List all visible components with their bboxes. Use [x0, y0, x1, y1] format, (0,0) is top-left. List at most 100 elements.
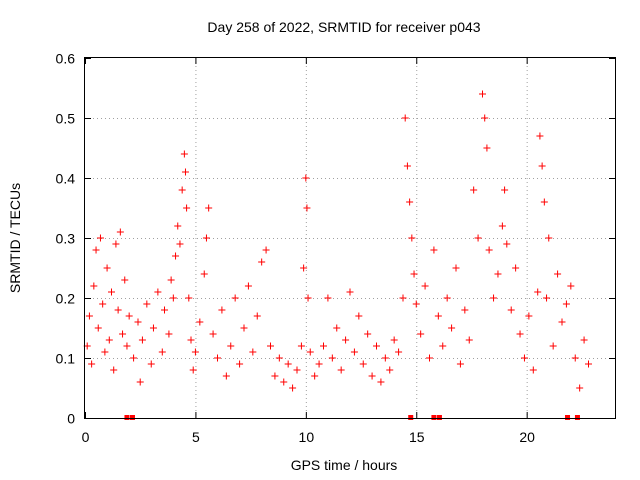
data-point [85, 312, 93, 320]
data-point [271, 372, 279, 380]
data-point [520, 354, 528, 362]
data-point [88, 360, 96, 368]
data-point [167, 276, 175, 284]
y-tick-label: 0.5 [56, 111, 76, 127]
data-point [481, 114, 489, 122]
y-tick-label: 0.6 [56, 51, 76, 67]
data-point [180, 150, 188, 158]
data-point [474, 234, 482, 242]
data-point [571, 354, 579, 362]
data-point [534, 288, 542, 296]
data-point [585, 360, 592, 368]
data-point [401, 114, 409, 122]
data-point [386, 366, 394, 374]
x-tick-label: 15 [409, 429, 425, 445]
data-point [231, 294, 239, 302]
data-point [300, 264, 308, 272]
data-point [303, 204, 311, 212]
data-point [130, 354, 138, 362]
x-tick-label: 10 [299, 429, 315, 445]
data-point [114, 306, 122, 314]
data-point [346, 288, 354, 296]
data-point [121, 276, 129, 284]
data-point [293, 366, 301, 374]
data-point [501, 186, 509, 194]
data-point [580, 336, 588, 344]
data-point [202, 234, 210, 242]
data-point [320, 342, 327, 350]
data-point [364, 330, 372, 338]
data-point [244, 282, 252, 290]
data-point [448, 324, 456, 332]
data-point [183, 204, 191, 212]
data-point [149, 324, 157, 332]
y-tick-label: 0.1 [56, 351, 76, 367]
data-point [112, 240, 120, 248]
data-point [214, 354, 221, 362]
data-point [253, 312, 261, 320]
data-point [536, 132, 544, 140]
x-axis-label: GPS time / hours [291, 457, 398, 473]
data-point [494, 270, 502, 278]
data-point [185, 294, 193, 302]
data-point [337, 366, 345, 374]
data-point [406, 198, 414, 206]
data-point [558, 318, 566, 326]
gap-marker [574, 415, 580, 420]
data-point [101, 348, 109, 356]
data-point [543, 294, 551, 302]
data-point [304, 294, 312, 302]
data-point [465, 336, 473, 344]
data-point [123, 342, 131, 350]
data-point [503, 240, 511, 248]
data-point [408, 234, 416, 242]
data-point [395, 348, 403, 356]
data-point [249, 348, 257, 356]
data-point [525, 312, 533, 320]
data-point [172, 252, 180, 260]
data-point [470, 186, 478, 194]
grid-layer [85, 58, 615, 418]
data-point [262, 246, 270, 254]
data-point [169, 294, 177, 302]
data-point [191, 348, 199, 356]
data-point [196, 318, 204, 326]
data-point [267, 342, 274, 350]
data-point [483, 144, 491, 152]
data-point [218, 306, 226, 314]
data-point [359, 360, 367, 368]
data-point [554, 270, 562, 278]
data-point [452, 264, 460, 272]
data-point [311, 372, 319, 380]
data-point [96, 234, 104, 242]
tick-layer: 0 0.1 0.2 0.3 0.4 0.5 0.6 0 5 10 15 20 [56, 51, 615, 445]
data-point [461, 306, 469, 314]
data-point [434, 312, 442, 320]
data-point [176, 240, 184, 248]
data-point [540, 198, 548, 206]
data-point [485, 246, 493, 254]
data-point [181, 168, 189, 176]
data-point [105, 336, 113, 344]
data-point [516, 330, 524, 338]
data-point [426, 354, 433, 362]
data-point [108, 288, 115, 296]
data-point [576, 384, 584, 392]
data-point [545, 234, 553, 242]
data-point [275, 354, 283, 362]
data-point [430, 246, 438, 254]
data-point [342, 336, 350, 344]
data-point [200, 270, 208, 278]
data-point [94, 324, 102, 332]
data-point [328, 354, 336, 362]
data-point [456, 360, 464, 368]
data-point [479, 90, 486, 98]
x-tick-label: 20 [519, 429, 535, 445]
data-point [421, 282, 429, 290]
data-point [297, 342, 305, 350]
data-point [134, 318, 142, 326]
gap-marker [408, 415, 414, 420]
data-point [507, 306, 515, 314]
data-point [410, 270, 418, 278]
data-point [368, 372, 376, 380]
